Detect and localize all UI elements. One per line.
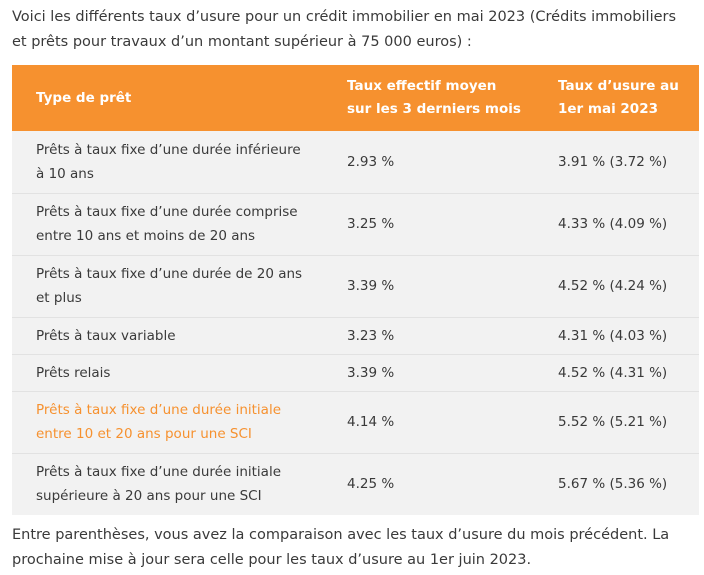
loan-type-line1: Prêts à taux fixe d’une durée comprise xyxy=(36,204,298,220)
header-average-rate-line1: Taux effectif moyen xyxy=(347,78,497,94)
header-loan-type: Type de prêt xyxy=(12,65,323,131)
loan-type-cell: Prêts relais xyxy=(12,353,323,391)
loan-type-line2: entre 10 et 20 ans pour une SCI xyxy=(36,426,252,442)
loan-type-cell: Prêts à taux fixe d’une durée initiale en… xyxy=(12,390,323,453)
loan-type-line1: Prêts à taux fixe d’une durée initiale xyxy=(36,464,282,481)
header-average-rate-line2: sur les 3 derniers mois xyxy=(347,101,521,117)
usury-rate-cell: 4.52 % (4.24 %) xyxy=(534,254,699,317)
usury-rate-cell: 4.33 % (4.09 %) xyxy=(534,192,699,255)
loan-type-line1: Prêts à taux fixe d’une durée de 20 ans xyxy=(36,266,303,282)
average-rate-cell: 4.14 % xyxy=(323,390,534,453)
usury-rate-cell: 5.67 % (5.36 %) xyxy=(534,452,699,515)
average-rate-cell: 2.93 % xyxy=(323,131,534,193)
loan-type-cell: Prêts à taux fixe d’une durée comprise en… xyxy=(12,192,323,255)
usury-rate-cell: 3.91 % (3.72 %) xyxy=(534,131,699,193)
table-row: Prêts à taux fixe d’une durée inférieure… xyxy=(12,131,699,193)
loan-type-line2: à 10 ans xyxy=(36,165,94,182)
outro-paragraph: Entre parenthèses, vous avez la comparai… xyxy=(12,527,670,568)
average-rate-cell: 3.23 % xyxy=(323,316,534,354)
average-rate-cell: 3.39 % xyxy=(323,353,534,391)
loan-type-cell: Prêts à taux fixe d’une durée inférieure… xyxy=(12,131,323,193)
loan-type-cell: Prêts à taux fixe d’une durée de 20 ans e… xyxy=(12,254,323,317)
usury-rate-cell: 4.52 % (4.31 %) xyxy=(534,353,699,391)
average-rate-cell: 3.39 % xyxy=(323,254,534,317)
loan-type-line1: Prêts à taux fixe d’une durée inférieure xyxy=(36,141,301,158)
loan-type-cell: Prêts à taux variable xyxy=(12,316,323,354)
table-row: Prêts à taux fixe d’une durée de 20 ans e… xyxy=(12,254,699,317)
loan-type-line1: Prêts à taux fixe d’une durée initiale xyxy=(36,402,282,418)
average-rate-cell: 4.25 % xyxy=(323,452,534,515)
loan-type-line2: supérieure à 20 ans pour une SCI xyxy=(36,488,262,505)
loan-type-line2: entre 10 ans et moins de 20 ans xyxy=(36,228,256,244)
usury-rate-cell: 4.31 % (4.03 %) xyxy=(534,316,699,354)
table-row: Prêts à taux fixe d’une durée comprise en… xyxy=(12,192,699,255)
loan-type-line1: Prêts à taux variable xyxy=(36,327,176,344)
header-loan-type-label: Type de prêt xyxy=(36,89,132,106)
table-row-highlighted: Prêts à taux fixe d’une durée initiale en… xyxy=(12,390,699,453)
loan-type-line2: et plus xyxy=(36,290,82,306)
intro-paragraph: Voici les différents taux d’usure pour u… xyxy=(12,9,677,50)
table-row: Prêts à taux variable 3.23 % 4.31 % (4.0… xyxy=(12,316,699,354)
usury-rate-cell: 5.52 % (5.21 %) xyxy=(534,390,699,453)
header-usury-rate: Taux d’usure au 1er mai 2023 xyxy=(534,65,699,131)
header-usury-rate-line1: Taux d’usure au xyxy=(558,78,679,94)
usury-rates-table: Type de prêt Taux effectif moyen sur les… xyxy=(12,65,699,515)
table-header-row: Type de prêt Taux effectif moyen sur les… xyxy=(12,65,699,131)
header-usury-rate-line2: 1er mai 2023 xyxy=(558,101,658,117)
header-average-rate: Taux effectif moyen sur les 3 derniers m… xyxy=(323,65,534,131)
loan-type-line1: Prêts relais xyxy=(36,364,111,381)
loan-type-cell: Prêts à taux fixe d’une durée initiale su… xyxy=(12,452,323,515)
table-row: Prêts relais 3.39 % 4.52 % (4.31 %) xyxy=(12,353,699,391)
average-rate-cell: 3.25 % xyxy=(323,192,534,255)
table-row: Prêts à taux fixe d’une durée initiale su… xyxy=(12,452,699,515)
